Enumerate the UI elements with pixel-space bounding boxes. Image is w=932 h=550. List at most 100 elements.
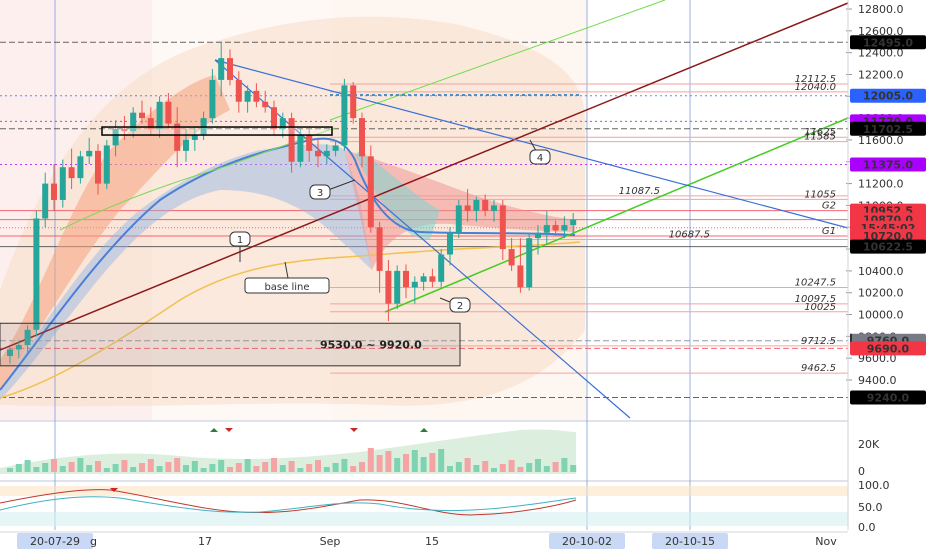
volume-bar xyxy=(323,467,330,472)
candle-body xyxy=(552,225,559,231)
price-tick-label: 10400.0 xyxy=(858,265,904,278)
volume-bar xyxy=(253,466,260,472)
volume-bar xyxy=(341,459,348,472)
volume-bar xyxy=(473,465,480,472)
candle-body xyxy=(59,167,66,200)
candle-body xyxy=(491,205,497,211)
volume-bar xyxy=(420,457,427,472)
volume-bar xyxy=(411,450,418,472)
candle-body xyxy=(33,218,40,330)
time-tick-label: 15 xyxy=(425,535,439,548)
candle-body xyxy=(227,58,233,80)
candle-body xyxy=(7,349,13,356)
date-badge xyxy=(549,533,625,549)
candle-body xyxy=(473,199,480,211)
price-badge xyxy=(850,341,926,356)
candle-body xyxy=(51,183,57,200)
level-annotation-label: 10247.5 xyxy=(795,278,836,289)
oscillator-overbought-band xyxy=(0,486,848,496)
candle-body xyxy=(394,270,401,304)
baseline-callout-box xyxy=(244,277,330,294)
volume-bar xyxy=(464,458,471,472)
price-tick-label: 12200.0 xyxy=(858,68,904,81)
candle-body xyxy=(183,139,189,151)
volume-bar xyxy=(429,453,436,472)
level-annotation-label: G2 xyxy=(822,201,836,212)
level-annotation-label: 11087.5 xyxy=(619,186,660,197)
candle-body xyxy=(103,145,110,184)
volume-tick-label: 0 xyxy=(858,465,865,478)
price-tick-label: 9600.0 xyxy=(858,352,897,365)
candle-body xyxy=(543,225,550,233)
volume-bar xyxy=(112,464,119,472)
volume-bar xyxy=(359,462,365,472)
volume-bar xyxy=(279,465,286,472)
callout-number: 3 xyxy=(317,188,323,199)
volume-bar xyxy=(200,468,207,472)
pane-divider xyxy=(0,480,848,482)
volume-tick-label: 20K xyxy=(858,438,880,451)
time-tick-label: Sep xyxy=(320,535,341,548)
price-axis[interactable]: 12800.012600.012400.012200.012000.011800… xyxy=(846,0,926,530)
ema-ribbon-orange xyxy=(0,75,230,390)
volume-bar xyxy=(174,458,181,472)
volume-bar xyxy=(288,461,295,472)
candle-body xyxy=(508,249,515,266)
level-annotation-label: G1 xyxy=(822,226,836,237)
price-badge xyxy=(850,228,926,243)
level-annotation-label: 12040.0 xyxy=(795,82,836,93)
volume-bar xyxy=(209,464,216,472)
volume-bar xyxy=(350,466,357,472)
volume-bar xyxy=(15,464,22,472)
level-annotation-label: 10025 xyxy=(804,302,836,313)
oscillator-pane: 100.0 50.0 0.0 xyxy=(0,479,890,534)
volume-bar xyxy=(139,463,145,472)
candle-body xyxy=(209,79,216,119)
trend-lines xyxy=(0,0,849,419)
volume-bar xyxy=(376,455,383,472)
oscillator-marker xyxy=(110,488,118,492)
time-tick-label: Nov xyxy=(815,535,837,548)
time-tick-label: g xyxy=(90,535,97,548)
ema-ribbon-blue xyxy=(0,144,372,400)
candle-body xyxy=(482,199,489,211)
volume-bar xyxy=(482,461,489,472)
price-tick-label: 10200.0 xyxy=(858,287,904,300)
signal-marker-up xyxy=(210,428,218,432)
candle-body xyxy=(42,183,49,219)
candle-body xyxy=(306,134,313,151)
volume-bar xyxy=(271,458,277,472)
volume-bar xyxy=(244,459,251,472)
candle-body xyxy=(174,123,181,151)
time-axis[interactable]: 20-07-29 g 17 Sep 15 20-10-02 20-10-15 Nov xyxy=(0,531,848,549)
candle-body xyxy=(95,150,101,184)
candle-body xyxy=(561,225,568,231)
level-annotation-label: 10687.5 xyxy=(669,230,710,241)
volume-bar xyxy=(147,459,154,472)
oscillator-tick-label: 50.0 xyxy=(858,501,883,514)
volume-bar xyxy=(42,463,49,472)
candles xyxy=(7,41,577,364)
candle-body xyxy=(376,227,383,271)
candle-body xyxy=(130,112,137,132)
price-badge-marker xyxy=(850,333,852,348)
price-tick-label: 12800.0 xyxy=(858,3,904,16)
baseline-label: base line xyxy=(264,282,309,293)
callout-bubble xyxy=(229,231,251,247)
candle-body xyxy=(271,107,277,130)
price-tick-label: 11600.0 xyxy=(858,134,904,147)
candle-body xyxy=(403,270,409,288)
candle-body xyxy=(279,118,286,130)
volume-bar xyxy=(33,467,40,472)
volume-bar xyxy=(297,468,304,472)
oscillator-line-red xyxy=(0,489,577,516)
candle-body xyxy=(262,101,269,108)
volume-bar xyxy=(262,462,269,472)
candle-body xyxy=(323,150,330,157)
level-annotation-label: 10097.5 xyxy=(795,294,836,305)
volume-bar xyxy=(121,460,128,472)
candle-body xyxy=(385,270,392,304)
candle-body xyxy=(447,232,453,255)
